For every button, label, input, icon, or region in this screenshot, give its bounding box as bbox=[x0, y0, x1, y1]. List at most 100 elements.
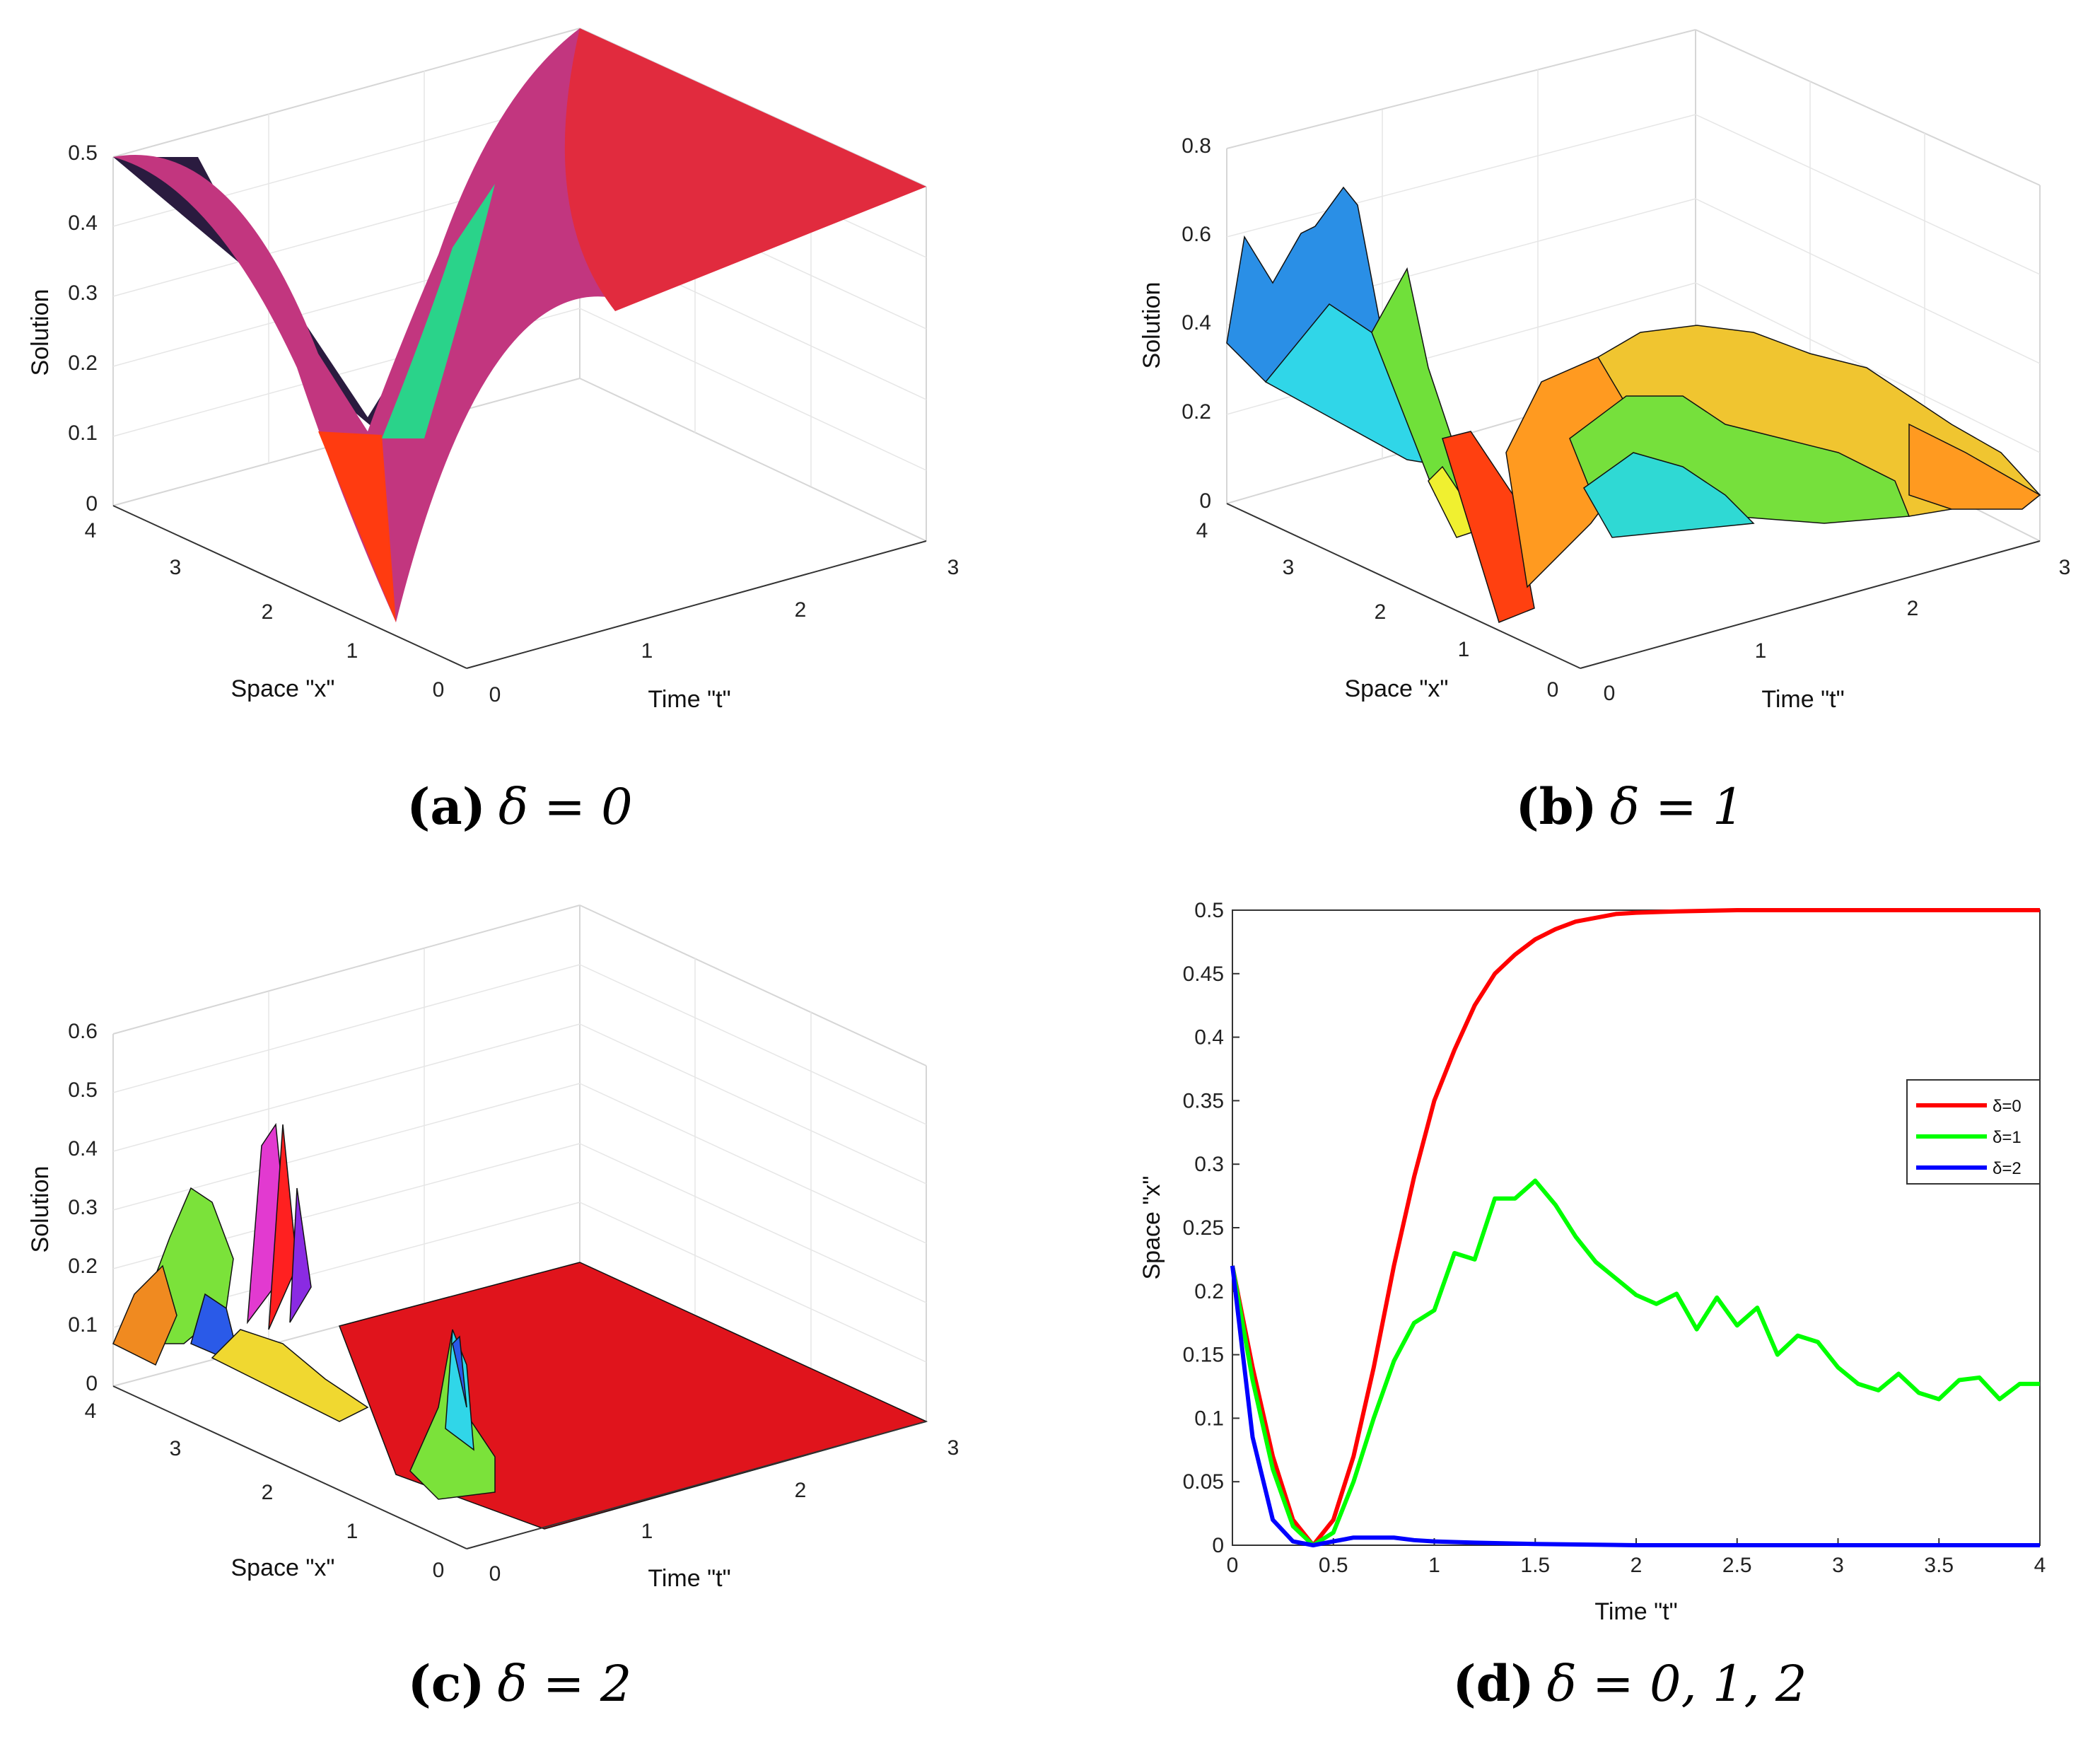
panel-a-surface-orange-trough bbox=[318, 431, 396, 622]
panel-b-xlabel: Space "x" bbox=[1345, 675, 1449, 702]
panel-a-t-tick: 3 bbox=[947, 556, 959, 579]
panel-c-surface-yellow-strip bbox=[211, 1329, 369, 1422]
panel-a-z-tick: 0.1 bbox=[68, 421, 98, 445]
panel-b-x-tick: 2 bbox=[1375, 600, 1387, 624]
panel-b-t-tick: 1 bbox=[1755, 639, 1767, 663]
panel-b-z-tick: 0.4 bbox=[1182, 311, 1211, 335]
panel-c-z-tick: 0 bbox=[86, 1372, 98, 1395]
panel-c-surface-red-peak bbox=[268, 1124, 298, 1330]
panel-b-caption-expr: δ = 1 bbox=[1610, 778, 1744, 836]
panel-a-t-tick: 2 bbox=[795, 598, 807, 622]
panel-c-surface-orange-peak bbox=[112, 1264, 177, 1366]
panel-c-surface-cyan-spike bbox=[445, 1329, 474, 1451]
panel-b-z-tick: 0.2 bbox=[1182, 400, 1211, 424]
panel-c-z-tick: 0.6 bbox=[68, 1020, 98, 1043]
panel-d-series bbox=[1230, 908, 2040, 1547]
panel-b-surface-cyan-front bbox=[1583, 452, 1755, 538]
panel-d-x-tick: 3.5 bbox=[1924, 1554, 1954, 1577]
panel-c-z-tick: 0.3 bbox=[68, 1196, 98, 1219]
panel-a-t-tick: 0 bbox=[489, 683, 501, 706]
panel-d-y-tick: 0.5 bbox=[1194, 899, 1224, 922]
panel-c-caption: (c) δ = 2 bbox=[408, 1654, 632, 1713]
panel-c-surface-chart: 0 0.1 0.2 0.3 0.4 0.5 0.6 4 3 2 1 0 0 1 … bbox=[27, 905, 959, 1713]
panel-d-x-tick: 4 bbox=[2034, 1554, 2046, 1577]
panel-a-z-tick: 0.2 bbox=[68, 351, 98, 375]
panel-a-z-tick: 0.4 bbox=[68, 211, 98, 235]
panel-c-tlabel: Time "t" bbox=[648, 1565, 730, 1592]
panel-c-axes-lines bbox=[112, 1385, 927, 1549]
panel-d-y-tick: 0.35 bbox=[1183, 1089, 1224, 1112]
panel-c-caption-expr: δ = 2 bbox=[498, 1655, 632, 1713]
panel-a-zlabel: Solution bbox=[27, 289, 54, 376]
panel-b-z-tick: 0 bbox=[1199, 489, 1211, 513]
panel-b-surface bbox=[1226, 186, 2041, 623]
panel-d-xlabel: Time "t" bbox=[1594, 1598, 1677, 1625]
panel-b-axes-lines bbox=[1226, 503, 2041, 669]
panel-c-x-ticks: 4 3 2 1 0 bbox=[85, 1400, 445, 1582]
panel-c-t-tick: 2 bbox=[795, 1479, 807, 1502]
panel-d-y-tick: 0.45 bbox=[1183, 962, 1224, 986]
panel-c-x-tick: 2 bbox=[262, 1481, 274, 1504]
panel-c-x-tick: 1 bbox=[346, 1520, 358, 1543]
panel-d-y-tick: 0.05 bbox=[1183, 1470, 1224, 1494]
panel-d-x-tick: 1.5 bbox=[1520, 1554, 1550, 1577]
panel-d-y-tick: 0.1 bbox=[1194, 1407, 1224, 1430]
panel-d-caption: (d) δ = 0, 1, 2 bbox=[1452, 1654, 1807, 1713]
panel-a-surface-magenta-band bbox=[113, 28, 926, 622]
panel-a-z-tick: 0.3 bbox=[68, 281, 98, 305]
panel-b-x-tick: 3 bbox=[1283, 556, 1295, 579]
panel-d-x-tick: 0.5 bbox=[1319, 1554, 1348, 1577]
panel-a-x-tick: 0 bbox=[433, 678, 445, 702]
panel-c-xlabel: Space "x" bbox=[231, 1554, 335, 1581]
panel-a-caption: (a) δ = 0 bbox=[407, 777, 632, 836]
panel-a-tlabel: Time "t" bbox=[648, 686, 730, 713]
panel-d-line-chart: 0 0.05 0.1 0.15 0.2 0.25 0.3 0.35 0.4 0.45 0.5 0 0.… bbox=[1138, 899, 2046, 1713]
panel-a-x-ticks: 4 3 2 1 0 bbox=[85, 519, 445, 702]
panel-b-zlabel: Solution bbox=[1138, 282, 1165, 369]
panel-a-x-tick: 4 bbox=[85, 519, 97, 542]
panel-c-caption-letter: c bbox=[431, 1654, 462, 1713]
panel-b-t-tick: 0 bbox=[1604, 682, 1616, 705]
panel-c-surface-violet-peak bbox=[289, 1187, 312, 1323]
panel-b-x-tick: 1 bbox=[1458, 638, 1470, 661]
panel-a-x-tick: 3 bbox=[170, 556, 182, 579]
panel-b-z-tick: 0.8 bbox=[1182, 134, 1211, 158]
panel-d-y-tick: 0.4 bbox=[1194, 1026, 1224, 1049]
panel-a-z-ticks: 0 0.1 0.2 0.3 0.4 0.5 bbox=[68, 141, 98, 516]
panel-b-surface-orange-tail bbox=[1908, 423, 2041, 510]
panel-a-surface-dark-band bbox=[113, 157, 495, 435]
panel-b-x-tick: 4 bbox=[1196, 519, 1208, 542]
panel-a-caption-expr: δ = 0 bbox=[498, 778, 633, 836]
panel-d-y-tick: 0.2 bbox=[1194, 1280, 1224, 1303]
panel-c-z-tick: 0.4 bbox=[68, 1137, 98, 1161]
panel-d-series-line-2 bbox=[1230, 1265, 2040, 1547]
panel-a-axes-lines bbox=[112, 505, 927, 669]
panel-d-x-tick: 0 bbox=[1227, 1554, 1239, 1577]
panel-d-caption-letter: d bbox=[1476, 1654, 1511, 1713]
panel-d-legend-label: δ=2 bbox=[1993, 1159, 2022, 1178]
panel-b-z-ticks: 0 0.2 0.4 0.6 0.8 bbox=[1182, 134, 1211, 513]
panel-b-z-tick: 0.6 bbox=[1182, 223, 1211, 246]
panel-c-surface-blue-spike bbox=[452, 1335, 467, 1408]
panel-a-xlabel: Space "x" bbox=[231, 675, 335, 702]
panel-c-t-tick: 3 bbox=[947, 1436, 959, 1460]
panel-d-y-ticks: 0 0.05 0.1 0.15 0.2 0.25 0.3 0.35 0.4 0.45 0.5 bbox=[1183, 899, 1239, 1557]
panel-a-x-tick: 1 bbox=[346, 639, 358, 663]
panel-b-x-tick: 0 bbox=[1547, 678, 1559, 702]
panel-c-z-tick: 0.5 bbox=[68, 1078, 98, 1102]
panel-a-z-tick: 0 bbox=[86, 492, 98, 516]
panel-d-legend-label: δ=1 bbox=[1993, 1128, 2022, 1147]
panel-c-zlabel: Solution bbox=[27, 1166, 54, 1253]
panel-c-z-ticks: 0 0.1 0.2 0.3 0.4 0.5 0.6 bbox=[68, 1020, 98, 1395]
panel-c-z-tick: 0.2 bbox=[68, 1255, 98, 1278]
panel-c-t-tick: 1 bbox=[641, 1520, 653, 1543]
panel-d-x-tick: 3 bbox=[1832, 1554, 1844, 1577]
panel-a-z-tick: 0.5 bbox=[68, 141, 98, 165]
panel-d-caption-expr: δ = 0, 1, 2 bbox=[1547, 1655, 1807, 1713]
panel-d-series-line-1 bbox=[1230, 1178, 2040, 1547]
panel-d-legend-label: δ=0 bbox=[1993, 1097, 2022, 1116]
panel-c-x-tick: 0 bbox=[433, 1559, 445, 1582]
panel-b-caption-letter: b bbox=[1539, 777, 1574, 836]
panel-d-y-tick: 0.15 bbox=[1183, 1344, 1224, 1367]
